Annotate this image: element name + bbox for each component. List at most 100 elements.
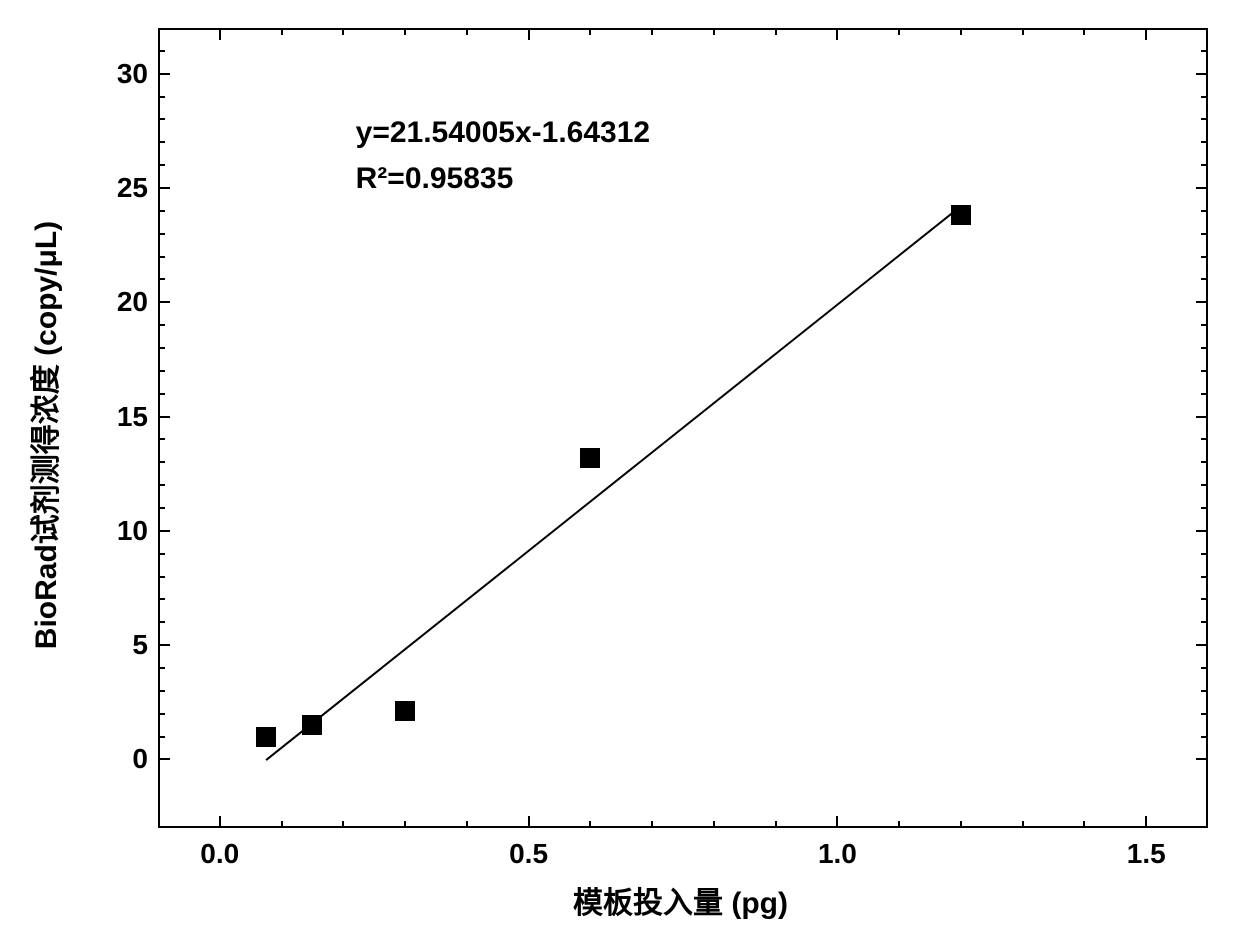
x-minor-tick	[713, 28, 715, 35]
x-minor-tick	[898, 28, 900, 35]
x-minor-tick	[1022, 28, 1024, 35]
y-major-tick	[158, 758, 170, 760]
y-minor-tick	[158, 141, 165, 143]
y-major-tick	[1196, 73, 1208, 75]
y-minor-tick	[1201, 278, 1208, 280]
y-minor-tick	[158, 553, 165, 555]
x-major-tick	[528, 28, 530, 40]
y-major-tick	[158, 530, 170, 532]
y-minor-tick	[158, 210, 165, 212]
y-tick-label: 5	[103, 629, 148, 661]
y-tick-label: 0	[103, 743, 148, 775]
equation-annotation: y=21.54005x-1.64312	[356, 116, 650, 150]
y-minor-tick	[158, 278, 165, 280]
y-minor-tick	[158, 164, 165, 166]
y-minor-tick	[1201, 484, 1208, 486]
x-major-tick	[528, 816, 530, 828]
x-tick-label: 0.5	[504, 838, 554, 870]
y-major-tick	[158, 644, 170, 646]
y-minor-tick	[158, 576, 165, 578]
y-minor-tick	[158, 598, 165, 600]
y-major-tick	[1196, 644, 1208, 646]
y-minor-tick	[158, 96, 165, 98]
x-major-tick	[1145, 28, 1147, 40]
y-minor-tick	[158, 713, 165, 715]
x-minor-tick	[342, 28, 344, 35]
y-minor-tick	[1201, 96, 1208, 98]
x-minor-tick	[342, 821, 344, 828]
x-minor-tick	[281, 28, 283, 35]
y-major-tick	[158, 301, 170, 303]
r-squared-annotation: R²=0.95835	[356, 162, 514, 196]
y-minor-tick	[1201, 256, 1208, 258]
x-minor-tick	[651, 821, 653, 828]
y-tick-label: 15	[103, 401, 148, 433]
x-minor-tick	[1083, 821, 1085, 828]
y-minor-tick	[158, 256, 165, 258]
y-minor-tick	[158, 438, 165, 440]
y-minor-tick	[158, 690, 165, 692]
y-major-tick	[1196, 187, 1208, 189]
y-minor-tick	[1201, 690, 1208, 692]
data-point	[256, 727, 276, 747]
y-minor-tick	[1201, 461, 1208, 463]
y-axis-label: BioRad试剂测得浓度 (copy/μL)	[21, 205, 65, 665]
y-minor-tick	[1201, 210, 1208, 212]
y-major-tick	[158, 73, 170, 75]
y-minor-tick	[158, 233, 165, 235]
x-minor-tick	[1022, 821, 1024, 828]
y-tick-label: 20	[103, 286, 148, 318]
x-minor-tick	[589, 28, 591, 35]
y-minor-tick	[1201, 507, 1208, 509]
y-minor-tick	[158, 370, 165, 372]
data-point	[951, 205, 971, 225]
y-major-tick	[1196, 758, 1208, 760]
x-minor-tick	[960, 28, 962, 35]
y-minor-tick	[1201, 324, 1208, 326]
y-tick-label: 30	[103, 58, 148, 90]
y-minor-tick	[1201, 233, 1208, 235]
y-major-tick	[158, 416, 170, 418]
y-minor-tick	[158, 118, 165, 120]
x-minor-tick	[775, 821, 777, 828]
x-tick-label: 1.5	[1121, 838, 1171, 870]
y-minor-tick	[158, 507, 165, 509]
x-minor-tick	[589, 821, 591, 828]
x-minor-tick	[960, 821, 962, 828]
y-minor-tick	[158, 461, 165, 463]
x-minor-tick	[466, 28, 468, 35]
data-point	[302, 715, 322, 735]
y-minor-tick	[158, 736, 165, 738]
chart-container: 0.00.51.01.5051015202530 y=21.54005x-1.6…	[0, 0, 1240, 950]
y-minor-tick	[1201, 713, 1208, 715]
x-minor-tick	[775, 28, 777, 35]
data-point	[395, 701, 415, 721]
y-major-tick	[1196, 301, 1208, 303]
y-minor-tick	[1201, 118, 1208, 120]
y-major-tick	[1196, 416, 1208, 418]
y-minor-tick	[158, 621, 165, 623]
y-minor-tick	[1201, 164, 1208, 166]
y-minor-tick	[1201, 370, 1208, 372]
x-minor-tick	[281, 821, 283, 828]
y-minor-tick	[1201, 598, 1208, 600]
y-minor-tick	[1201, 736, 1208, 738]
y-minor-tick	[1201, 553, 1208, 555]
x-minor-tick	[404, 821, 406, 828]
x-major-tick	[219, 816, 221, 828]
x-minor-tick	[651, 28, 653, 35]
y-minor-tick	[158, 393, 165, 395]
x-minor-tick	[898, 821, 900, 828]
y-minor-tick	[1201, 141, 1208, 143]
x-tick-label: 0.0	[195, 838, 245, 870]
y-minor-tick	[1201, 50, 1208, 52]
y-tick-label: 10	[103, 515, 148, 547]
x-minor-tick	[404, 28, 406, 35]
x-major-tick	[219, 28, 221, 40]
x-axis-label: 模板投入量 (pg)	[573, 878, 788, 922]
y-minor-tick	[158, 347, 165, 349]
y-major-tick	[1196, 530, 1208, 532]
y-minor-tick	[1201, 667, 1208, 669]
data-point	[580, 448, 600, 468]
y-minor-tick	[1201, 393, 1208, 395]
